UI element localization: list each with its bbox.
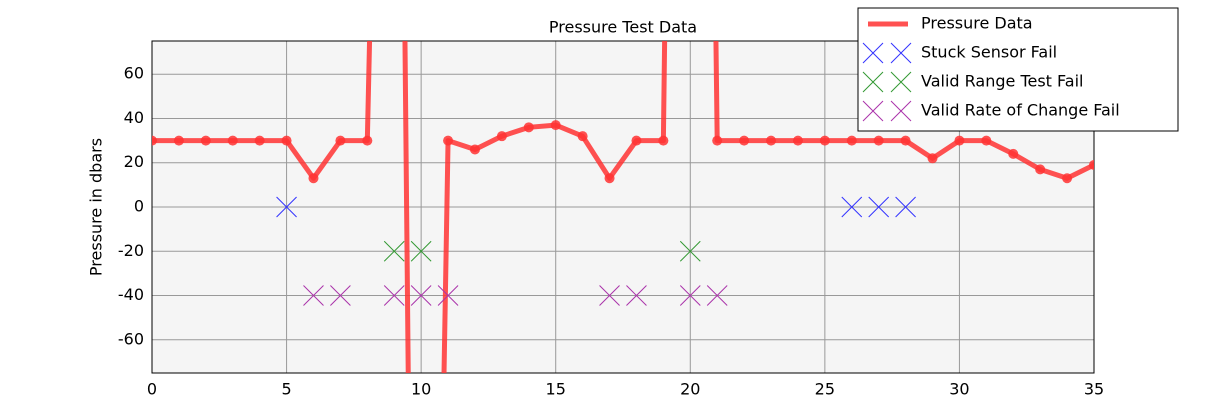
point [254,135,265,146]
y-tick-label: -40 [118,285,144,304]
point [335,135,346,146]
x-tick-label: 30 [949,380,969,399]
point [523,122,534,133]
point [550,120,561,131]
legend-box [857,7,1179,132]
x-tick-label: 25 [815,380,835,399]
point [362,135,373,146]
legend-swatch [862,71,912,93]
x-marker [679,240,701,262]
point [200,135,211,146]
x-marker [437,285,459,306]
point [981,135,992,146]
x-marker [626,285,647,306]
line [152,41,1094,373]
legend-label: Valid Rate of Change Fail [921,101,1120,120]
x-tick-label: 5 [281,380,291,399]
x-marker [276,196,297,218]
point [1089,159,1094,170]
x-tick-label: 35 [1084,380,1104,399]
y-tick-label: 20 [124,152,144,171]
x-marker [895,196,916,218]
point [227,135,238,146]
x-tick-label: 20 [680,380,700,399]
point [604,173,615,184]
x-tick-label: 10 [411,380,431,399]
legend-label: Stuck Sensor Fail [921,43,1057,62]
point [739,135,750,146]
legend-label: Pressure Data [921,14,1033,33]
x-marker [679,285,701,306]
point [631,135,642,146]
x-marker [303,285,324,306]
point [846,135,857,146]
point [792,135,803,146]
point [927,153,938,164]
point [308,173,319,184]
point [1035,164,1046,175]
point [1008,148,1019,159]
point [1062,173,1073,184]
legend-swatch [862,42,912,64]
x-marker [599,285,620,306]
plot-frame [151,40,1095,374]
x-tick-label: 0 [147,380,157,399]
legend-label: Valid Range Test Fail [921,72,1083,91]
point [954,135,965,146]
point [712,135,723,146]
x-marker [706,285,728,306]
point [469,144,480,155]
point [496,131,507,142]
x-marker [410,285,432,306]
point [873,135,884,146]
y-tick-label: -60 [118,329,144,348]
point [443,135,454,146]
plot-content [152,41,1094,373]
y-tick-label: -20 [118,241,144,260]
x-marker [868,196,890,218]
point [152,135,157,146]
y-axis-label: Pressure in dbars [87,138,106,276]
y-tick-label: 40 [124,108,144,127]
x-marker [841,196,863,218]
x-marker [410,240,432,262]
y-tick-label: 60 [124,64,144,83]
x-marker [330,285,351,306]
point [173,135,184,146]
legend-swatch [862,100,912,122]
point [658,135,669,146]
point [766,135,777,146]
point [577,131,588,142]
y-tick-label: 0 [134,197,144,216]
x-marker [383,285,405,306]
chart-title: Pressure Test Data [549,18,697,37]
point [281,135,292,146]
x-tick-label: 15 [546,380,566,399]
point [900,135,911,146]
point [819,135,830,146]
x-marker [383,240,405,262]
